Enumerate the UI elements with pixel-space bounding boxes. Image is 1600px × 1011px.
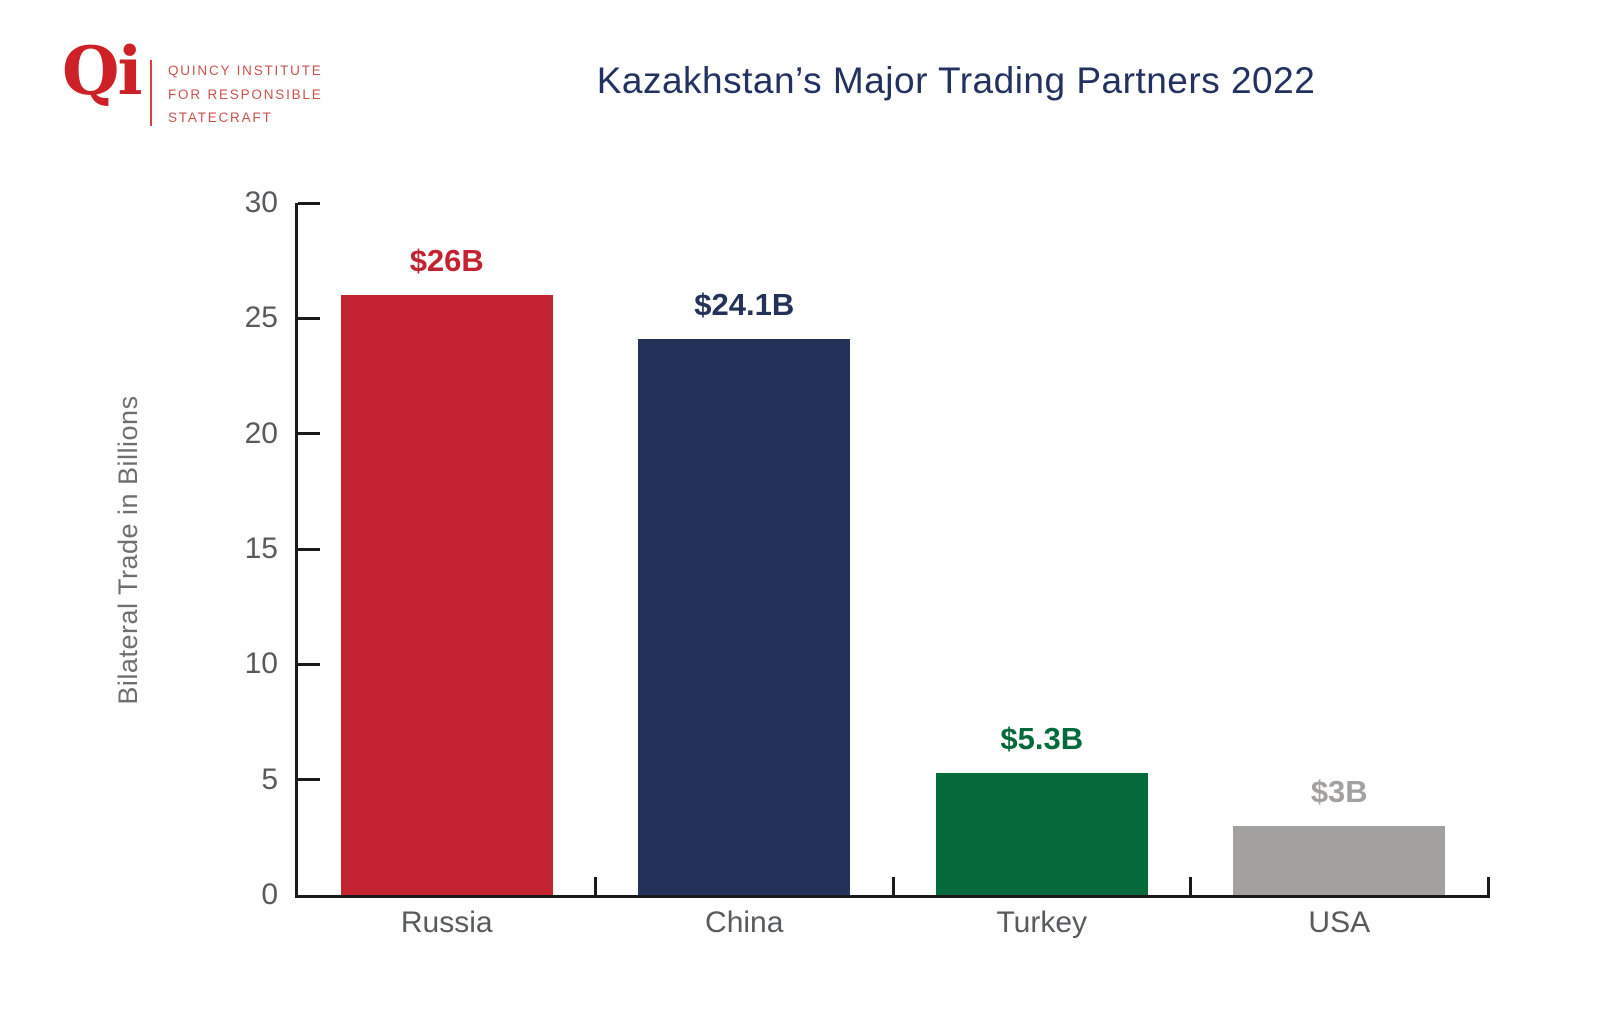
bar-value-label: $24.1B [694,287,795,323]
y-tick-label: 0 [261,878,278,911]
category-label: Russia [400,906,493,939]
y-tick-mark [298,547,320,551]
x-axis-line [295,895,1490,898]
logo-wordmark-line: STATECRAFT [168,110,273,125]
logo-monogram: Qi [62,32,143,110]
y-tick-label: 30 [244,186,278,219]
logo-wordmark-line: QUINCY INSTITUTE [168,63,323,78]
x-tick-mark [891,877,895,895]
y-tick-label: 15 [244,532,278,565]
y-tick-label: 5 [261,762,278,796]
bar-russia [340,295,553,895]
bar-value-label: $5.3B [1000,720,1084,756]
y-axis-title: Bilateral Trade in Billions [113,395,143,705]
category-label: USA [1308,906,1371,939]
x-tick-mark [1189,877,1192,895]
y-tick-label: 20 [244,416,278,450]
bar-turkey [935,772,1148,895]
bar-china [638,339,851,895]
y-tick-mark [298,778,320,782]
y-axis-line [295,203,298,898]
bar-value-label: $3B [1310,773,1368,809]
y-tick-mark [298,201,320,205]
x-tick-mark [594,877,597,895]
x-tick-mark [1486,877,1490,895]
y-tick-mark [298,432,320,436]
quincy-institute-logo: Qi QUINCY INSTITUTE FOR RESPONSIBLE STAT… [62,38,362,142]
logo-wordmark-line: FOR RESPONSIBLE [168,86,323,102]
bar-usa [1233,825,1446,895]
category-label: Turkey [996,906,1088,939]
logo-divider [150,60,152,126]
bar-value-label: $26B [409,243,484,279]
category-label: China [705,906,784,939]
y-tick-label: 25 [244,301,278,335]
y-tick-mark [298,662,320,666]
chart-title: Kazakhstan’s Major Trading Partners 2022 [596,60,1316,101]
y-tick-label: 10 [244,647,278,681]
y-tick-mark [298,316,320,320]
logo-wordmark: QUINCY INSTITUTE FOR RESPONSIBLE STATECR… [168,59,323,130]
